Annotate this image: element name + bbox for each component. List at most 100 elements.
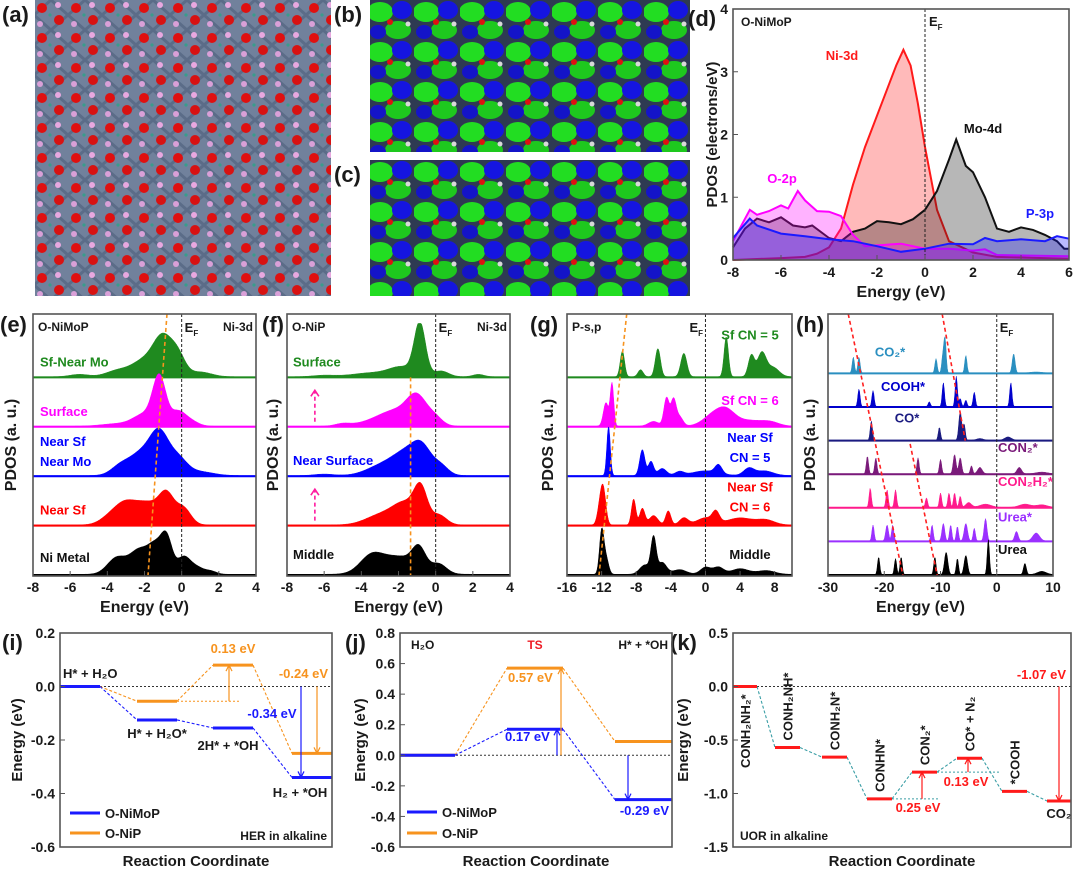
- pdos-series-label: Near Sf: [727, 430, 773, 445]
- y-axis-label: PDOS (a. u.): [265, 399, 282, 491]
- chart-panel-f: Surface Near Surface Middle O-NiP Ni-3d EF -8 -…: [265, 313, 514, 616]
- pdos-series-label: Ni Metal: [40, 550, 90, 565]
- panel-title: O-NiMoP: [741, 15, 792, 29]
- arrow-head: [310, 487, 320, 496]
- state-label: H* + H₂O: [63, 666, 118, 681]
- energy-annotation: -0.24 eV: [279, 666, 328, 681]
- fermi-e: E: [439, 320, 448, 335]
- state-label: TS: [527, 638, 542, 652]
- plot-frame: [59, 632, 333, 848]
- y-axis-label: Energy (eV): [352, 698, 369, 781]
- x-tick-label: -2: [392, 579, 405, 595]
- x-tick-label: 2: [215, 579, 223, 595]
- level-connector: [252, 664, 293, 754]
- pdos-series-label: CO₂*: [875, 344, 906, 359]
- fermi-e: E: [1000, 320, 1009, 335]
- x-tick-label: -16: [557, 579, 577, 595]
- pdos-area: [286, 323, 511, 378]
- fermi-level-label: EF: [1000, 320, 1014, 338]
- y-tick-label: 2: [720, 127, 728, 143]
- y-tick-label: 3: [720, 64, 728, 80]
- y-tick-label: 4: [720, 1, 728, 17]
- series-label-O-2p: O-2p: [767, 171, 797, 186]
- x-tick-label: -8: [281, 579, 294, 595]
- fermi-level-label: EF: [929, 14, 943, 32]
- panel-label: (g): [530, 312, 558, 337]
- fermi-sub: F: [447, 329, 452, 338]
- chart-panel-h: CO₂* COOH* CO* CON₂* CON₂H₂* Urea* Urea EF -30 -2…: [802, 313, 1061, 616]
- plot-frame: [566, 313, 793, 577]
- energy-annotation: 0.17 eV: [505, 729, 550, 744]
- x-axis-label: Energy (eV): [857, 284, 946, 301]
- y-tick-label: 0.4: [376, 686, 396, 702]
- chart-panel-j: 0.57 eV 0.17 eV -0.29 eV H₂O TS H* + *OH O-NiM…: [352, 625, 673, 870]
- state-label: CONH₂NH*: [781, 672, 796, 741]
- x-tick-label: -2: [138, 579, 151, 595]
- pdos-area: [827, 410, 1054, 441]
- pdos-series-label: Sf-Near Mo: [40, 354, 109, 369]
- x-tick-label: -30: [818, 579, 838, 595]
- fermi-e: E: [929, 14, 938, 29]
- y-tick-label: 0.2: [376, 717, 396, 733]
- trend-guide-line: [941, 313, 967, 441]
- arrow-head: [964, 756, 972, 765]
- series-line-P-3p: [732, 217, 1070, 253]
- panel-corner-label: Ni-3d: [223, 320, 253, 334]
- level-connector: [252, 727, 293, 778]
- panel-label: (b): [334, 2, 362, 27]
- pdos-area: [827, 376, 1054, 408]
- x-tick-label: 0: [921, 264, 929, 280]
- y-tick-label: 0.6: [376, 656, 396, 672]
- y-axis-label: PDOS (a. u.): [540, 399, 557, 491]
- pdos-series-label: Near Mo: [40, 454, 91, 469]
- level-connector: [562, 728, 616, 800]
- chart-panel-e: Sf-Near Mo Surface Near Sf Near Mo Near Sf Ni…: [3, 313, 260, 616]
- trend-guide-line: [598, 313, 628, 576]
- panel-label: (f): [262, 312, 284, 337]
- y-tick-label: 0.5: [709, 625, 729, 641]
- pdos-area: [32, 332, 257, 378]
- charge-density-image-c: [370, 160, 690, 296]
- x-tick-label: -8: [630, 579, 643, 595]
- state-label: CONH₂N*: [828, 691, 843, 750]
- arrow-head: [1055, 794, 1063, 803]
- y-axis-label: PDOS (a. u.): [802, 399, 819, 491]
- pdos-series-label: CON₂H₂*: [998, 474, 1054, 489]
- x-tick-label: -4: [355, 579, 368, 595]
- y-tick-label: 0.0: [376, 747, 396, 763]
- pdos-series-label: Near Sf: [40, 503, 86, 518]
- state-label: CO₂: [1046, 806, 1072, 821]
- energy-annotation: 0.25 eV: [896, 800, 941, 815]
- x-tick-label: 0: [432, 579, 440, 595]
- x-tick-label: -6: [318, 579, 331, 595]
- panel-label: (c): [334, 162, 361, 187]
- arrow-head: [225, 663, 233, 672]
- panel-labels: (a) (b) (c) (d) (e) (f) (g) (h) (i) (j) (k): [0, 2, 824, 655]
- x-tick-label: -8: [727, 264, 740, 280]
- legend-label: O-NiMoP: [442, 805, 497, 820]
- x-tick-label: 8: [771, 579, 779, 595]
- fermi-level-label: EF: [185, 320, 199, 338]
- x-tick-label: -8: [27, 579, 40, 595]
- x-tick-label: 6: [1065, 264, 1073, 280]
- plot-frame: [32, 313, 257, 577]
- legend-label: O-NiP: [105, 826, 141, 841]
- panel-label: (i): [2, 630, 23, 655]
- energy-annotation: -0.29 eV: [620, 803, 669, 818]
- panel-label: (e): [0, 312, 27, 337]
- y-axis-label: Energy (eV): [675, 698, 692, 781]
- fermi-e: E: [185, 320, 194, 335]
- pdos-series-label: Sf CN = 6: [721, 393, 778, 408]
- pdos-area: [566, 382, 793, 428]
- energy-annotation: -1.07 eV: [1017, 667, 1066, 682]
- pdos-series-label: Near Sf: [727, 480, 773, 495]
- level-connector: [891, 771, 913, 800]
- pdos-series-label: Urea: [998, 542, 1028, 557]
- level-connector: [454, 667, 508, 756]
- fermi-sub: F: [1008, 329, 1013, 338]
- pdos-area: [827, 335, 1054, 374]
- series-label-Mo-4d: Mo-4d: [964, 121, 1002, 136]
- pdos-series-label: Surface: [293, 354, 341, 369]
- chart-panel-d: Ni-3d Mo-4d O-2p P-3p O-NiMoP EF -8 -6 -4 -2 0 2 4 6 0…: [704, 1, 1073, 301]
